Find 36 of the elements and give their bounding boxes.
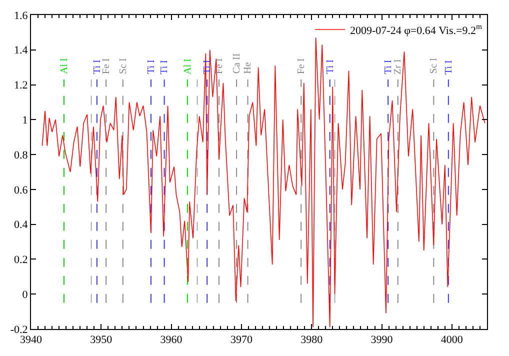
line-series <box>42 37 486 328</box>
x-tick-label: 3990 <box>370 334 394 346</box>
ref-line-label: Fe I <box>214 58 225 74</box>
ref-line-label: Fe I <box>101 58 112 74</box>
ref-line-label: Al I <box>182 58 194 74</box>
x-tick-label: 3970 <box>230 334 253 346</box>
x-tick-label: 4000 <box>440 334 464 346</box>
ref-line-label: Zr I <box>392 59 404 74</box>
y-tick-label: 0.6 <box>14 184 28 196</box>
ref-line-label: Sc I <box>428 58 440 74</box>
ref-line-label: Fe I <box>296 58 308 74</box>
y-tick-label: 1.2 <box>14 80 28 92</box>
x-tick-label: 3960 <box>160 334 183 346</box>
ref-line-label: He <box>242 62 254 74</box>
ref-line-label: Al I <box>58 58 70 74</box>
ref-line-label: Ti I <box>159 60 170 74</box>
ref-line-label: Ti I <box>146 60 157 74</box>
y-tick-label: 0.4 <box>14 219 28 232</box>
legend-label: 2009-07-24 φ=0.64 Vis.=9.2$^{m}$ <box>350 22 482 37</box>
y-tick-label: 0.2 <box>14 254 28 266</box>
ref-line-label: Ti I <box>202 60 214 74</box>
y-tick-label: 0.8 <box>14 149 28 162</box>
y-tick-label: 1.4 <box>14 44 28 57</box>
y-tick-label: 1 <box>22 114 28 127</box>
y-tick-label: 1.6 <box>14 10 28 22</box>
ref-line-label: Sc I <box>118 58 129 74</box>
ref-line-label: Ti I <box>383 60 394 74</box>
y-tick-label: 0 <box>22 288 28 301</box>
ref-line-label: Ti I <box>92 60 103 74</box>
ref-line-label: Ti I <box>443 60 454 74</box>
ref-line-label: Ca II <box>231 53 242 74</box>
y-tick-label: -0.2 <box>10 324 28 336</box>
x-tick-label: 3980 <box>300 334 324 346</box>
x-tick-label: 3940 <box>20 334 42 346</box>
ref-line-label: Ti I <box>324 60 336 74</box>
x-tick-label: 3950 <box>90 334 113 346</box>
